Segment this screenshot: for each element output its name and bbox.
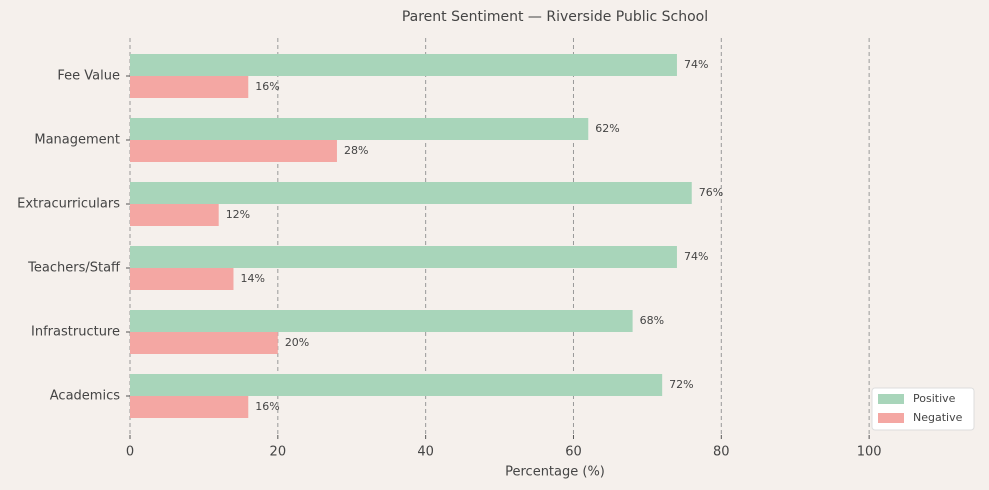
legend-label: Positive bbox=[913, 392, 956, 405]
value-label: 72% bbox=[669, 378, 693, 391]
value-label: 14% bbox=[240, 272, 264, 285]
bar bbox=[130, 332, 278, 354]
x-tick-label: 20 bbox=[270, 445, 287, 460]
value-label: 74% bbox=[684, 58, 708, 71]
value-label: 62% bbox=[595, 122, 619, 135]
legend-label: Negative bbox=[913, 411, 963, 424]
bar bbox=[130, 54, 677, 76]
value-label: 16% bbox=[255, 400, 279, 413]
x-tick-label: 100 bbox=[857, 445, 882, 460]
value-label: 74% bbox=[684, 250, 708, 263]
bar bbox=[130, 204, 219, 226]
bar bbox=[130, 268, 234, 290]
y-tick-label: Management bbox=[34, 133, 120, 148]
value-label: 12% bbox=[226, 208, 250, 221]
legend-swatch bbox=[878, 394, 904, 404]
bar bbox=[130, 118, 589, 140]
value-label: 68% bbox=[640, 314, 664, 327]
x-tick-label: 0 bbox=[126, 445, 134, 460]
value-label: 76% bbox=[699, 186, 723, 199]
bar bbox=[130, 182, 692, 204]
chart-title: Parent Sentiment — Riverside Public Scho… bbox=[402, 9, 708, 25]
y-tick-label: Academics bbox=[50, 389, 120, 404]
bar bbox=[130, 310, 633, 332]
bar bbox=[130, 396, 249, 418]
bar bbox=[130, 140, 337, 162]
x-axis-title: Percentage (%) bbox=[505, 465, 605, 480]
y-tick-label: Teachers/Staff bbox=[27, 261, 121, 276]
value-label: 28% bbox=[344, 144, 368, 157]
bar bbox=[130, 246, 677, 268]
y-tick-label: Fee Value bbox=[57, 69, 120, 84]
y-tick-label: Extracurriculars bbox=[17, 197, 120, 212]
value-label: 20% bbox=[285, 336, 309, 349]
bar bbox=[130, 76, 249, 98]
value-label: 16% bbox=[255, 80, 279, 93]
y-tick-label: Infrastructure bbox=[31, 325, 120, 340]
bar bbox=[130, 374, 663, 396]
x-tick-label: 60 bbox=[565, 445, 582, 460]
x-tick-label: 80 bbox=[713, 445, 730, 460]
legend-swatch bbox=[878, 413, 904, 423]
x-tick-label: 40 bbox=[417, 445, 434, 460]
